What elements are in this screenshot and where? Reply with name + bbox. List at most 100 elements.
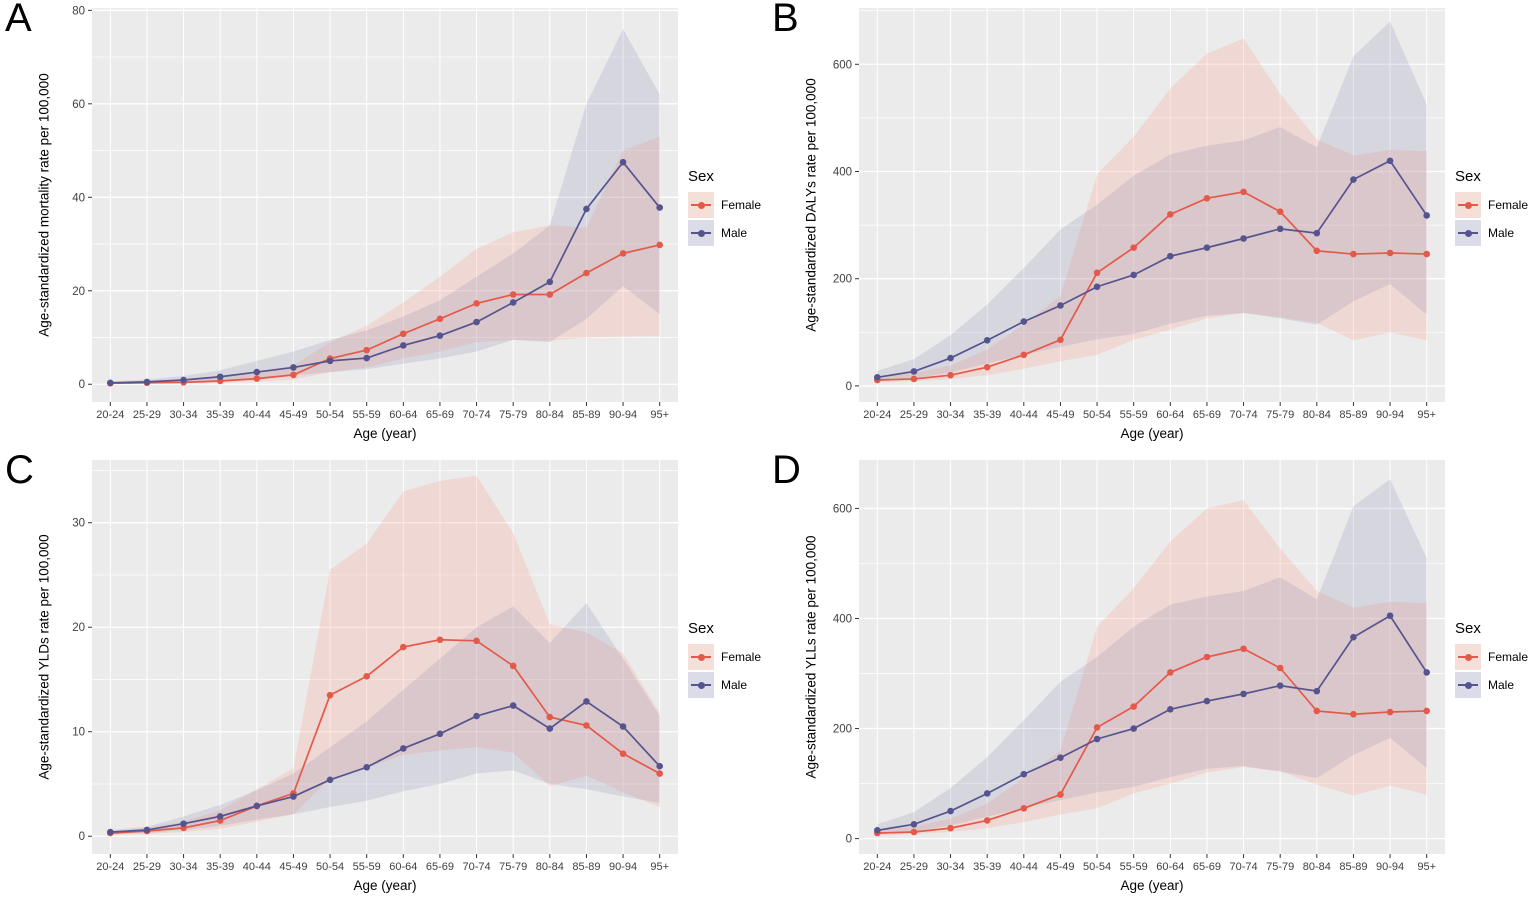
svg-text:60-64: 60-64: [389, 861, 417, 873]
legend-label-male: Male: [1488, 226, 1515, 240]
male-confidence-band: [877, 479, 1427, 835]
svg-text:85-89: 85-89: [572, 861, 600, 873]
svg-text:80-84: 80-84: [1303, 409, 1331, 421]
svg-text:25-29: 25-29: [133, 409, 161, 421]
svg-text:70-74: 70-74: [462, 861, 490, 873]
svg-text:20: 20: [72, 622, 85, 634]
svg-text:80: 80: [72, 5, 85, 17]
x-axis-title-a: Age (year): [353, 426, 417, 441]
male-line: [110, 160, 661, 384]
male-legend-key-icon: [688, 220, 714, 246]
sex-legend-d: Sex Female Male: [1455, 620, 1533, 700]
female-legend-key-icon: [1455, 192, 1481, 218]
svg-text:40-44: 40-44: [243, 409, 271, 421]
x-tick-labels: 20-24 25-29 30-34 35-39 40-44 45-49 50-54 55-59…: [96, 861, 669, 873]
axis-ticks: [855, 507, 1428, 858]
svg-text:20-24: 20-24: [863, 861, 891, 873]
panel-letter-c: C: [5, 448, 34, 492]
svg-text:60-64: 60-64: [389, 409, 417, 421]
svg-text:90-94: 90-94: [1376, 861, 1404, 873]
dot-glyph-icon: [698, 230, 705, 237]
svg-text:45-49: 45-49: [279, 861, 307, 873]
svg-text:90-94: 90-94: [609, 861, 637, 873]
female-confidence-band: [877, 38, 1427, 383]
svg-text:20-24: 20-24: [863, 409, 891, 421]
svg-text:400: 400: [833, 166, 852, 178]
panel-a: A Age-standardized mortality rate per 10…: [0, 0, 767, 452]
axis-ticks: [88, 522, 661, 858]
legend-item-female: Female: [688, 192, 766, 218]
panel-d: D Age-standardized YLLs rate per 100,000…: [767, 448, 1535, 905]
female-legend-key-icon: [1455, 644, 1481, 670]
x-tick-labels: 20-24 25-29 30-34 35-39 40-44 45-49 50-54 55-59…: [96, 409, 669, 421]
panel-c: C Age-standardized YLDs rate per 100,000…: [0, 448, 767, 905]
svg-text:70-74: 70-74: [1229, 861, 1257, 873]
svg-text:45-49: 45-49: [1046, 861, 1074, 873]
legend-label-male: Male: [1488, 678, 1515, 692]
sex-legend-a: Sex Female Male: [688, 168, 766, 248]
dot-glyph-icon: [1465, 682, 1472, 689]
y-tick-labels: 0 200 400 600: [833, 503, 852, 845]
svg-text:30-34: 30-34: [936, 409, 964, 421]
dot-glyph-icon: [698, 202, 705, 209]
legend-label-female: Female: [721, 650, 762, 664]
legend-label-female: Female: [721, 198, 762, 212]
gridlines: [859, 8, 1445, 402]
dot-glyph-icon: [1465, 202, 1472, 209]
svg-text:25-29: 25-29: [900, 861, 928, 873]
svg-text:20-24: 20-24: [96, 861, 124, 873]
svg-text:0: 0: [846, 381, 852, 393]
plot-area-b: 0 200 400 600 20-24 25-29 30-34 35-39 40-44 45-49…: [833, 8, 1445, 421]
svg-text:600: 600: [833, 503, 852, 515]
male-points: [874, 612, 1430, 834]
svg-text:85-89: 85-89: [1339, 409, 1367, 421]
legend-label-female: Female: [1488, 198, 1529, 212]
panel-background: [92, 8, 678, 402]
svg-text:25-29: 25-29: [133, 861, 161, 873]
svg-text:35-39: 35-39: [973, 861, 1001, 873]
female-line: [110, 244, 660, 385]
dot-glyph-icon: [1465, 230, 1472, 237]
svg-text:40: 40: [72, 192, 85, 204]
svg-text:65-69: 65-69: [1193, 409, 1221, 421]
svg-text:40-44: 40-44: [243, 861, 271, 873]
legend-title: Sex: [1455, 168, 1481, 185]
x-axis-title-c: Age (year): [353, 878, 417, 893]
male-line: [877, 159, 1428, 379]
female-line: [877, 647, 1427, 834]
male-legend-key-icon: [688, 672, 714, 698]
svg-text:50-54: 50-54: [1083, 861, 1111, 873]
svg-text:200: 200: [833, 274, 852, 286]
dot-glyph-icon: [698, 654, 705, 661]
male-confidence-band: [877, 21, 1427, 382]
y-tick-labels: 0 10 20 30: [72, 518, 85, 844]
plot-area-a: 0 20 40 60 80 20-24 25-29 30-34 35-39 40-44 45-49 5…: [72, 5, 678, 421]
svg-text:30-34: 30-34: [169, 409, 197, 421]
svg-text:40-44: 40-44: [1010, 409, 1038, 421]
axis-ticks: [88, 9, 661, 406]
svg-text:400: 400: [833, 613, 852, 625]
panel-background: [859, 8, 1445, 402]
svg-text:75-79: 75-79: [1266, 861, 1294, 873]
female-legend-key-icon: [688, 192, 714, 218]
svg-text:200: 200: [833, 724, 852, 736]
svg-text:90-94: 90-94: [1376, 409, 1404, 421]
svg-text:30-34: 30-34: [936, 861, 964, 873]
female-line: [877, 190, 1427, 381]
panel-b: B Age-standardized DALYs rate per 100,00…: [767, 0, 1535, 452]
male-line: [110, 700, 661, 833]
legend-label-male: Male: [721, 226, 748, 240]
svg-text:50-54: 50-54: [1083, 409, 1111, 421]
svg-text:95+: 95+: [650, 861, 669, 873]
x-axis-title-b: Age (year): [1120, 426, 1184, 441]
svg-text:85-89: 85-89: [572, 409, 600, 421]
x-axis-title-d: Age (year): [1120, 878, 1184, 893]
plot-area-c: 0 10 20 30 20-24 25-29 30-34 35-39 40-44 45-49 50-…: [72, 460, 678, 873]
y-tick-labels: 0 200 400 600: [833, 59, 852, 393]
panel-letter-d: D: [772, 448, 801, 492]
svg-text:70-74: 70-74: [462, 409, 490, 421]
svg-text:90-94: 90-94: [609, 409, 637, 421]
legend-item-female: Female: [1455, 192, 1533, 218]
svg-text:85-89: 85-89: [1339, 861, 1367, 873]
svg-text:35-39: 35-39: [206, 409, 234, 421]
